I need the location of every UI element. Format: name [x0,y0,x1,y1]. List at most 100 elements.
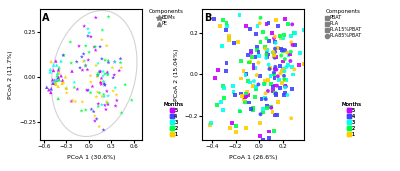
Point [271,71,277,74]
Point [246,61,252,64]
Point [277,72,284,75]
Point [96,91,103,94]
Point [99,29,106,31]
Point [285,23,292,26]
Point [89,85,96,88]
Point [56,71,62,74]
Point [60,54,66,57]
Point [81,25,87,28]
Point [104,74,111,76]
Point [54,78,61,81]
Point [223,29,229,32]
Point [208,122,214,124]
Point [88,81,94,83]
Point [74,60,80,63]
Point [250,107,256,110]
Point [297,51,303,54]
Point [281,75,287,77]
Point [100,80,107,83]
Point [85,89,91,92]
Point [60,81,66,83]
Point [230,91,237,93]
Point [94,91,101,94]
Point [242,96,248,99]
Point [63,87,69,90]
Point [219,44,226,47]
Point [50,78,56,81]
Point [249,56,255,59]
Point [265,90,271,92]
Point [82,64,89,67]
Point [92,120,98,122]
Point [238,77,244,80]
Point [288,88,295,91]
Point [269,111,276,114]
Point [283,85,289,88]
Point [50,69,57,72]
Point [272,40,278,43]
Point [54,72,61,75]
Point [114,99,120,102]
Point [282,3,289,6]
Point [245,94,251,97]
Point [69,70,75,72]
Point [282,49,288,51]
Point [105,61,112,64]
Point [80,53,87,55]
Point [93,64,99,67]
Point [94,74,101,77]
Point [256,22,263,25]
Point [237,110,244,113]
Point [280,93,287,96]
Point [254,49,260,51]
Point [266,68,273,70]
Point [245,80,252,83]
Point [44,86,50,89]
Point [217,25,223,27]
X-axis label: PCoA 1 (30.6%): PCoA 1 (30.6%) [66,155,115,160]
Point [117,57,124,60]
Point [245,54,252,56]
Point [118,61,124,64]
Point [261,83,267,85]
Point [287,60,294,62]
Point [252,96,258,99]
Point [111,74,118,76]
Point [280,37,286,40]
Point [252,67,258,69]
Point [266,130,272,133]
Point [53,78,59,81]
Point [95,62,101,65]
Point [109,66,116,69]
Point [110,90,116,92]
Point [102,83,108,86]
Point [220,109,226,112]
Point [64,92,70,94]
Point [271,73,277,76]
Point [84,89,90,91]
Point [48,91,54,94]
Point [93,95,100,98]
Point [84,68,91,71]
Point [248,50,254,52]
Point [96,125,102,128]
Point [282,85,288,87]
Point [103,108,109,111]
Point [278,54,284,57]
Point [271,84,278,87]
Point [292,32,298,35]
Point [273,68,280,71]
Point [263,37,270,40]
Point [74,88,81,91]
Point [272,113,278,116]
Point [240,98,247,100]
Point [256,74,263,77]
Point [79,101,86,103]
Point [261,83,268,85]
Point [97,71,104,73]
Y-axis label: PCoA 2 (15.04%): PCoA 2 (15.04%) [174,48,179,101]
Point [253,88,260,91]
Point [262,47,268,50]
Point [226,39,232,42]
Point [98,38,105,41]
